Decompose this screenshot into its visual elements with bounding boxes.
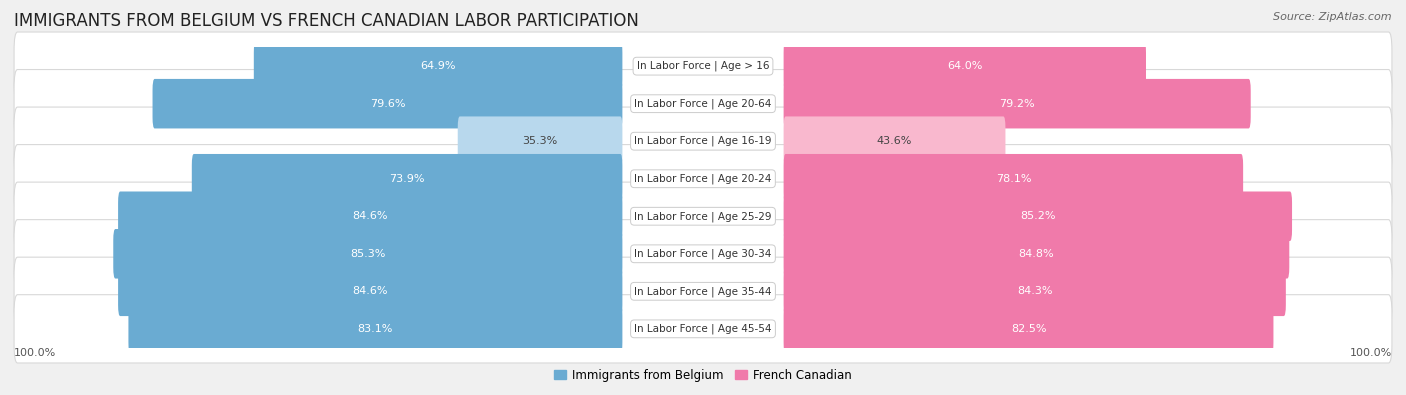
FancyBboxPatch shape xyxy=(114,229,623,278)
FancyBboxPatch shape xyxy=(254,41,623,91)
Text: In Labor Force | Age 35-44: In Labor Force | Age 35-44 xyxy=(634,286,772,297)
FancyBboxPatch shape xyxy=(128,304,623,354)
FancyBboxPatch shape xyxy=(152,79,623,128)
FancyBboxPatch shape xyxy=(783,79,1251,128)
Text: 43.6%: 43.6% xyxy=(877,136,912,146)
FancyBboxPatch shape xyxy=(14,145,1392,213)
FancyBboxPatch shape xyxy=(783,154,1243,203)
FancyBboxPatch shape xyxy=(783,267,1286,316)
Text: In Labor Force | Age 30-34: In Labor Force | Age 30-34 xyxy=(634,248,772,259)
Text: In Labor Force | Age 25-29: In Labor Force | Age 25-29 xyxy=(634,211,772,222)
Text: 78.1%: 78.1% xyxy=(995,174,1031,184)
Text: 73.9%: 73.9% xyxy=(389,174,425,184)
FancyBboxPatch shape xyxy=(783,117,1005,166)
Text: 84.3%: 84.3% xyxy=(1017,286,1053,296)
FancyBboxPatch shape xyxy=(118,192,623,241)
Text: 64.0%: 64.0% xyxy=(948,61,983,71)
Text: 100.0%: 100.0% xyxy=(1350,348,1392,357)
FancyBboxPatch shape xyxy=(458,117,623,166)
FancyBboxPatch shape xyxy=(783,229,1289,278)
FancyBboxPatch shape xyxy=(14,295,1392,363)
Text: 79.2%: 79.2% xyxy=(1000,99,1035,109)
FancyBboxPatch shape xyxy=(783,192,1292,241)
FancyBboxPatch shape xyxy=(783,41,1146,91)
FancyBboxPatch shape xyxy=(191,154,623,203)
Text: 84.6%: 84.6% xyxy=(353,286,388,296)
Text: 83.1%: 83.1% xyxy=(357,324,394,334)
FancyBboxPatch shape xyxy=(14,257,1392,325)
Text: In Labor Force | Age 45-54: In Labor Force | Age 45-54 xyxy=(634,324,772,334)
FancyBboxPatch shape xyxy=(118,267,623,316)
Text: Source: ZipAtlas.com: Source: ZipAtlas.com xyxy=(1274,12,1392,22)
Legend: Immigrants from Belgium, French Canadian: Immigrants from Belgium, French Canadian xyxy=(550,364,856,387)
Text: In Labor Force | Age 16-19: In Labor Force | Age 16-19 xyxy=(634,136,772,147)
FancyBboxPatch shape xyxy=(14,107,1392,175)
FancyBboxPatch shape xyxy=(14,70,1392,138)
FancyBboxPatch shape xyxy=(783,304,1274,354)
Text: 64.9%: 64.9% xyxy=(420,61,456,71)
FancyBboxPatch shape xyxy=(14,220,1392,288)
Text: In Labor Force | Age 20-24: In Labor Force | Age 20-24 xyxy=(634,173,772,184)
Text: In Labor Force | Age 20-64: In Labor Force | Age 20-64 xyxy=(634,98,772,109)
Text: 82.5%: 82.5% xyxy=(1011,324,1046,334)
Text: 35.3%: 35.3% xyxy=(523,136,558,146)
Text: 85.3%: 85.3% xyxy=(350,249,385,259)
Text: 85.2%: 85.2% xyxy=(1021,211,1056,221)
Text: 84.8%: 84.8% xyxy=(1018,249,1054,259)
FancyBboxPatch shape xyxy=(14,32,1392,100)
FancyBboxPatch shape xyxy=(14,182,1392,250)
Text: 84.6%: 84.6% xyxy=(353,211,388,221)
Text: In Labor Force | Age > 16: In Labor Force | Age > 16 xyxy=(637,61,769,71)
Text: 100.0%: 100.0% xyxy=(14,348,56,357)
Text: IMMIGRANTS FROM BELGIUM VS FRENCH CANADIAN LABOR PARTICIPATION: IMMIGRANTS FROM BELGIUM VS FRENCH CANADI… xyxy=(14,12,638,30)
Text: 79.6%: 79.6% xyxy=(370,99,405,109)
